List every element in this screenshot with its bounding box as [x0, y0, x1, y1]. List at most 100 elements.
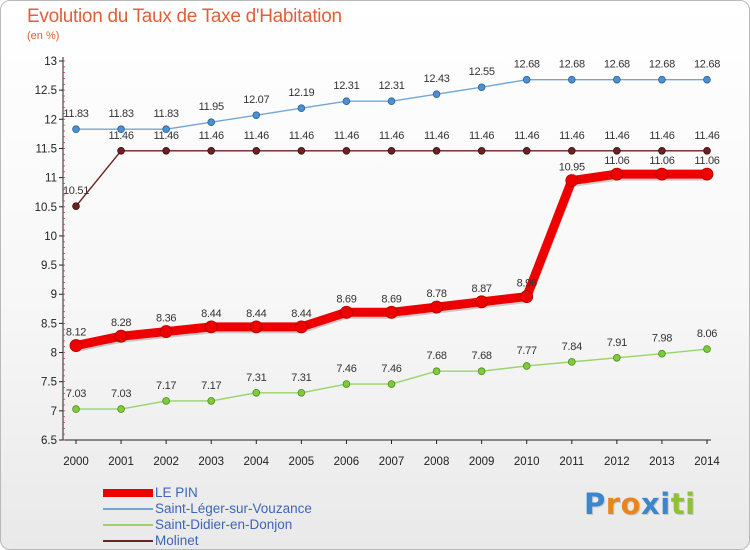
x-tick-label: 2011 — [559, 456, 584, 468]
data-label-saint-didier: 7.31 — [246, 372, 266, 384]
y-tick-label: 7.5 — [41, 377, 57, 389]
data-label-molinet: 11.46 — [108, 130, 133, 142]
legend-label-le-pin: LE PIN — [155, 485, 198, 500]
legend-swatch-molinet — [103, 540, 153, 542]
y-tick-label: 11 — [45, 173, 57, 185]
y-tick-label: 12.5 — [35, 85, 57, 97]
chart-title: Evolution du Taux de Taxe d'Habitation — [27, 6, 342, 27]
x-tick-label: 2014 — [694, 456, 720, 468]
data-point-saint-leger — [703, 75, 711, 84]
data-label-le-pin: 8.44 — [291, 308, 311, 320]
data-point-le-pin — [69, 339, 83, 352]
data-label-saint-didier: 7.77 — [517, 345, 537, 357]
data-point-molinet — [658, 146, 666, 155]
data-point-molinet — [567, 146, 576, 155]
data-label-saint-didier: 7.31 — [291, 372, 311, 384]
logo-letter: x — [641, 487, 661, 521]
y-tick-label: 13 — [44, 56, 57, 68]
data-label-le-pin: 8.12 — [66, 327, 86, 339]
data-label-molinet: 11.46 — [559, 130, 584, 142]
data-label-le-pin: 8.78 — [426, 288, 446, 300]
logo-letter: t — [670, 487, 686, 521]
data-point-le-pin — [475, 295, 489, 309]
data-label-saint-leger: 12.43 — [424, 73, 450, 85]
data-label-molinet: 11.46 — [424, 130, 449, 142]
data-label-saint-didier: 7.68 — [426, 350, 446, 362]
data-label-le-pin: 8.69 — [336, 293, 356, 305]
data-label-saint-leger: 12.19 — [288, 87, 314, 99]
legend-swatch-le-pin — [103, 489, 153, 497]
data-label-saint-didier: 7.68 — [472, 350, 492, 362]
data-label-saint-didier: 7.03 — [66, 388, 86, 400]
y-tick-label: 12 — [44, 114, 57, 126]
data-point-saint-didier — [117, 405, 125, 413]
data-point-le-pin — [520, 290, 534, 303]
data-point-molinet — [703, 146, 711, 155]
data-label-saint-didier: 7.46 — [336, 363, 356, 375]
data-point-saint-leger — [613, 75, 621, 84]
data-point-saint-didier — [658, 349, 666, 358]
y-tick-label: 9.5 — [41, 260, 57, 272]
x-tick-label: 2008 — [424, 456, 450, 468]
data-label-saint-leger: 11.83 — [154, 108, 179, 120]
x-tick-label: 2002 — [153, 456, 179, 468]
data-point-le-pin — [565, 174, 579, 187]
legend-label-saint-leger: Saint-Léger-sur-Vouzance — [155, 501, 312, 516]
data-label-saint-leger: 12.31 — [378, 80, 404, 92]
data-point-molinet — [117, 146, 125, 155]
data-point-le-pin — [385, 305, 398, 319]
data-label-molinet: 11.46 — [514, 130, 539, 142]
logo-letter: P — [584, 487, 606, 521]
x-tick-label: 2009 — [469, 456, 495, 468]
data-point-le-pin — [655, 167, 669, 181]
data-point-saint-leger — [297, 104, 306, 113]
data-label-le-pin: 11.06 — [694, 155, 719, 167]
data-point-saint-leger — [432, 90, 441, 99]
data-label-saint-didier: 7.17 — [156, 380, 176, 392]
data-label-saint-leger: 11.95 — [199, 101, 224, 113]
data-point-saint-leger — [162, 125, 170, 134]
x-tick-label: 2012 — [604, 456, 630, 468]
data-label-molinet: 11.46 — [289, 130, 314, 142]
y-tick-label: 7 — [51, 406, 57, 418]
data-point-le-pin — [114, 329, 128, 343]
y-tick-label: 11.5 — [35, 143, 57, 155]
data-point-saint-didier — [72, 405, 80, 413]
logo-letter: i — [660, 487, 671, 521]
data-point-molinet — [72, 202, 80, 210]
data-label-saint-leger: 12.68 — [649, 59, 675, 71]
x-tick-label: 2004 — [243, 456, 269, 468]
data-label-saint-leger: 12.68 — [604, 59, 630, 71]
data-label-saint-didier: 7.17 — [201, 380, 221, 392]
data-point-molinet — [252, 146, 261, 155]
x-tick-label: 2003 — [198, 456, 224, 468]
x-tick-label: 2000 — [63, 456, 89, 468]
data-point-saint-leger — [658, 75, 666, 84]
data-point-saint-leger — [567, 75, 576, 84]
data-label-le-pin: 8.69 — [381, 293, 401, 305]
data-point-le-pin — [294, 320, 308, 334]
data-label-saint-didier: 7.46 — [381, 363, 401, 375]
y-tick-label: 10.5 — [35, 202, 57, 214]
data-label-saint-didier: 7.03 — [111, 388, 131, 400]
x-tick-label: 2007 — [379, 456, 405, 468]
data-point-molinet — [297, 146, 306, 155]
data-label-molinet: 11.46 — [604, 130, 629, 142]
data-label-saint-didier: 8.06 — [697, 328, 717, 340]
data-point-le-pin — [204, 320, 218, 334]
data-point-molinet — [522, 146, 531, 155]
data-point-saint-leger — [342, 97, 351, 106]
logo-letter: r — [605, 487, 621, 521]
x-tick-label: 2006 — [334, 456, 360, 468]
legend-label-molinet: Molinet — [155, 533, 199, 548]
data-point-saint-didier — [342, 380, 351, 388]
data-label-molinet: 10.51 — [63, 185, 89, 197]
data-label-le-pin: 10.95 — [559, 162, 585, 174]
x-tick-label: 2010 — [514, 456, 540, 468]
data-point-le-pin — [430, 300, 443, 314]
data-label-molinet: 11.46 — [244, 130, 269, 142]
y-tick-label: 8.5 — [41, 318, 57, 330]
data-point-saint-leger — [207, 118, 216, 127]
data-point-saint-didier — [162, 397, 170, 405]
